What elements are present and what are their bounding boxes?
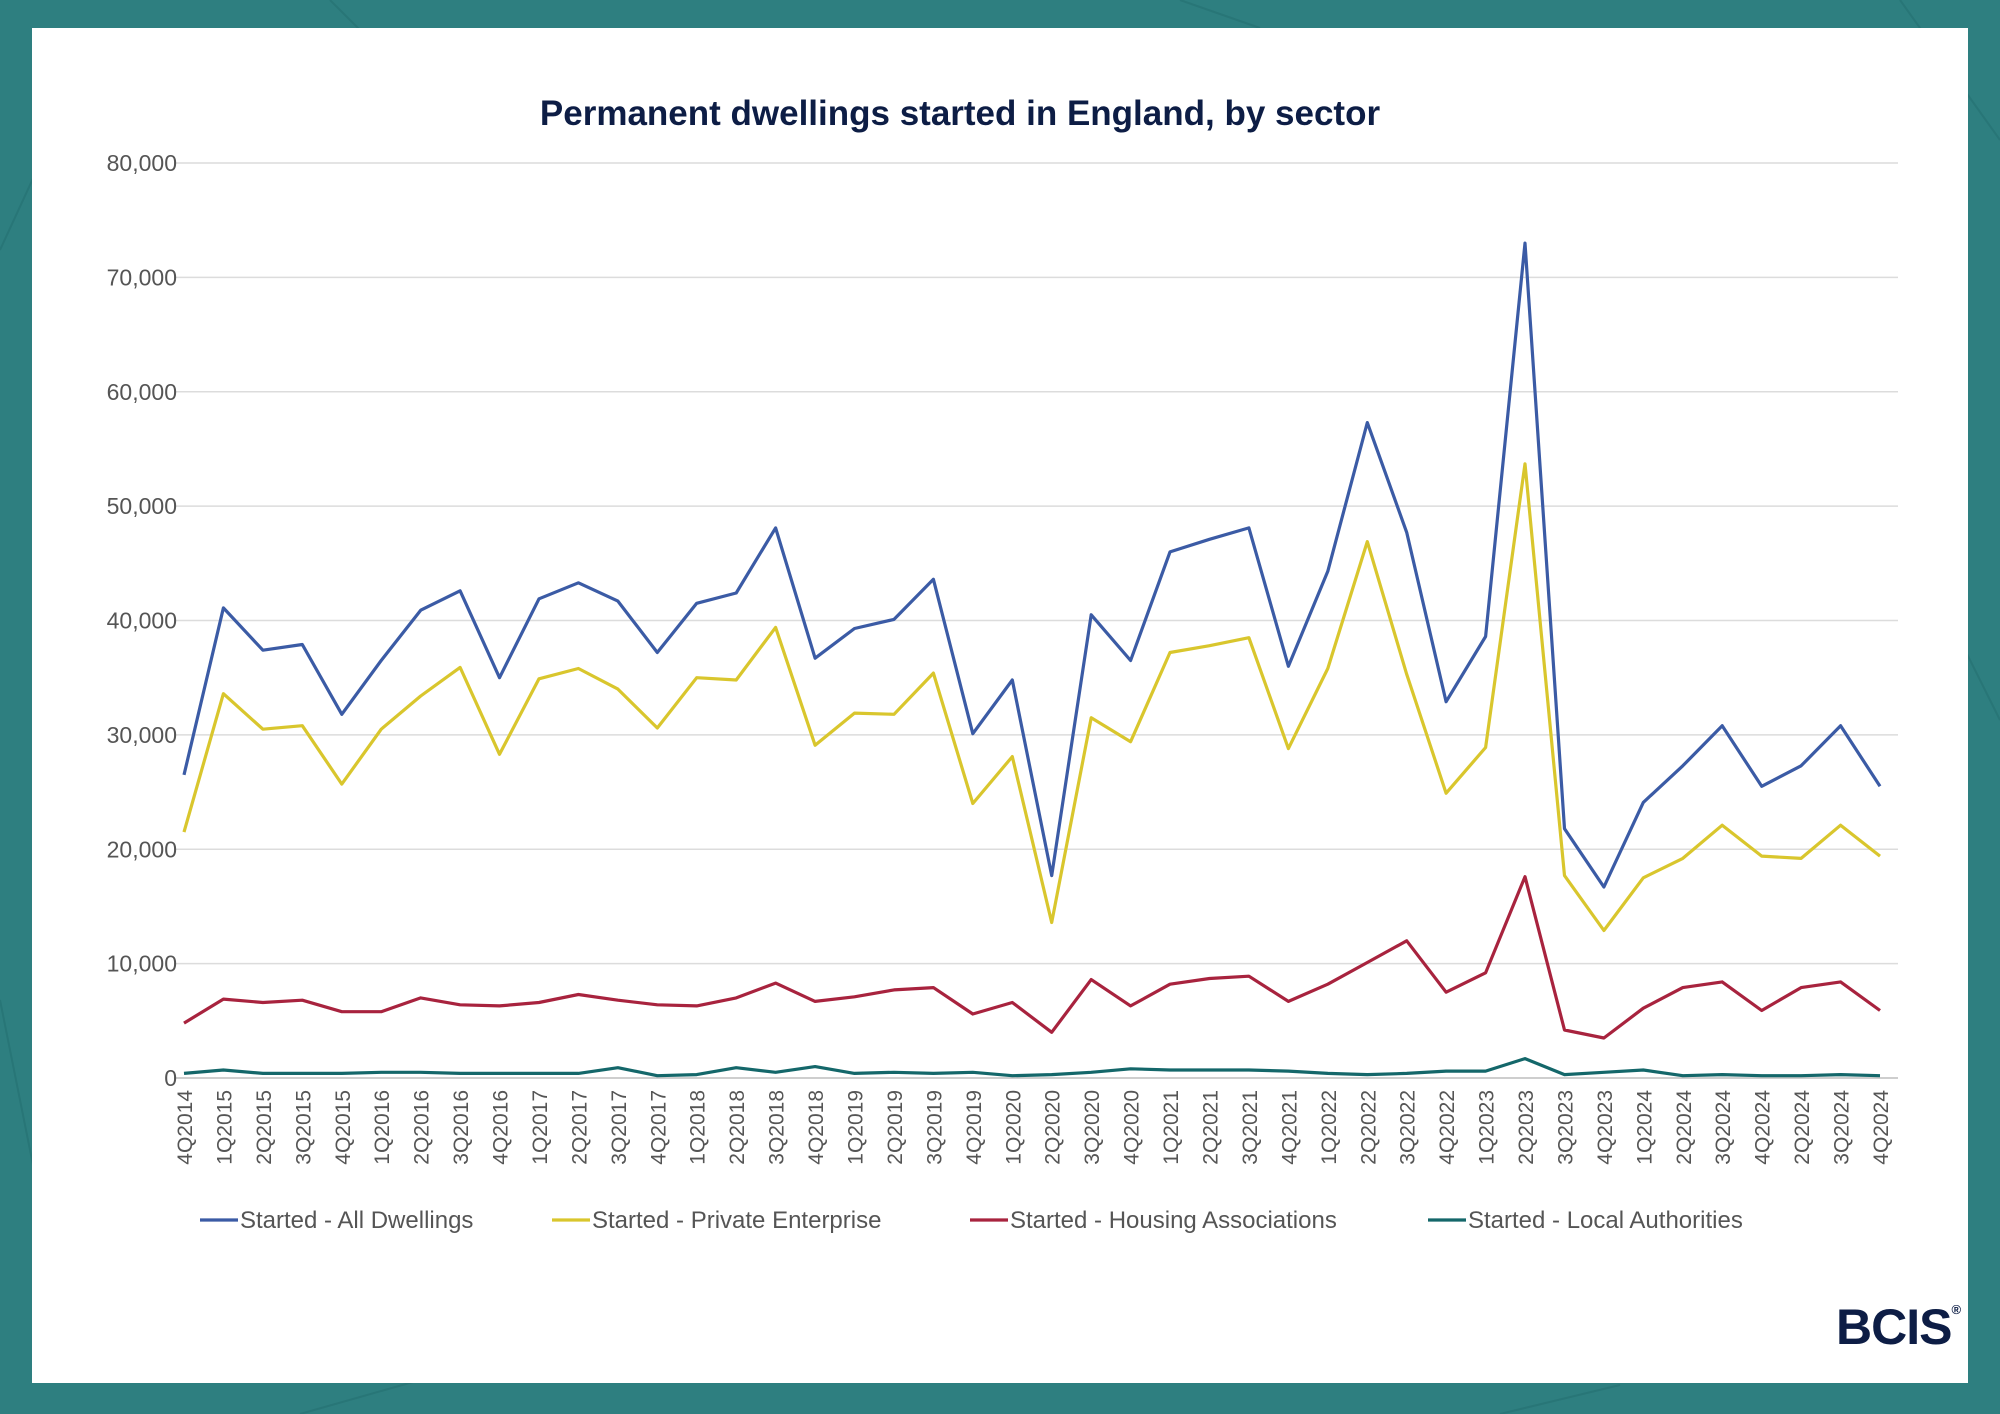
x-tick-label: 3Q2021 [1239, 1090, 1262, 1165]
y-tick-label: 30,000 [107, 722, 177, 748]
x-tick-label: 4Q2017 [647, 1090, 670, 1165]
series-lines [182, 241, 1882, 1078]
x-tick-label: 4Q2021 [1278, 1090, 1301, 1165]
x-tick-label: 4Q2014 [174, 1090, 197, 1165]
series-line-started-local-authorities [183, 1056, 1881, 1078]
x-tick-label: 3Q2024 [1831, 1090, 1854, 1165]
x-tick-label: 1Q2018 [687, 1090, 710, 1165]
x-tick-label: 4Q2018 [805, 1090, 828, 1165]
legend-label: Started - All Dwellings [240, 1207, 473, 1234]
chart-title: Permanent dwellings started in England, … [540, 94, 1381, 133]
y-tick-label: 40,000 [107, 608, 177, 634]
x-tick-label: 1Q2017 [529, 1090, 552, 1165]
x-tick-label: 3Q2022 [1397, 1090, 1420, 1165]
x-tick-label: 2Q2024 [1791, 1090, 1814, 1165]
x-tick-label: 2Q2018 [726, 1090, 749, 1165]
chart-card: Permanent dwellings started in England, … [32, 28, 1968, 1383]
y-tick-label: 60,000 [107, 379, 177, 405]
x-tick-label: 3Q2015 [292, 1090, 315, 1165]
x-tick-label: 4Q2022 [1436, 1090, 1459, 1165]
x-tick-label: 2Q2019 [884, 1090, 907, 1165]
x-tick-label: 1Q2023 [1476, 1090, 1499, 1165]
x-tick-label: 1Q2024 [1633, 1090, 1656, 1165]
x-tick-label: 3Q2023 [1554, 1090, 1577, 1165]
x-tick-label: 1Q2019 [845, 1090, 868, 1165]
x-tick-label: 4Q2024 [1870, 1090, 1893, 1165]
x-tick-label: 2Q2024 [1673, 1090, 1696, 1165]
series-line-started-housing-associations [183, 875, 1881, 1040]
y-tick-label: 0 [164, 1065, 177, 1091]
y-tick-label: 50,000 [107, 493, 177, 519]
y-tick-label: 70,000 [107, 264, 177, 290]
registered-mark: ® [1951, 1302, 1962, 1317]
logo-text: BCIS [1836, 1299, 1952, 1355]
x-tick-label: 1Q2016 [371, 1090, 394, 1165]
line-chart: Permanent dwellings started in England, … [107, 94, 1898, 1234]
x-tick-label: 4Q2020 [1121, 1090, 1144, 1165]
y-tick-label: 80,000 [107, 150, 177, 176]
x-axis-ticks: 4Q2014 1Q2015 2Q2015 3Q2015 4Q2015 1Q2016 2Q20… [174, 1090, 1893, 1165]
gridlines [174, 162, 1898, 1079]
x-tick-label: 3Q2024 [1712, 1090, 1735, 1165]
x-tick-label: 3Q2016 [450, 1090, 473, 1165]
legend-label: Started - Housing Associations [1010, 1207, 1337, 1234]
y-axis-ticks: 0 10,000 20,000 30,000 40,000 50,000 60,000 70,… [107, 150, 177, 1091]
series-line-started-private-enterprise [182, 462, 1881, 933]
x-tick-label: 4Q2024 [1752, 1090, 1775, 1165]
x-tick-label: 2Q2020 [1042, 1090, 1065, 1165]
y-tick-label: 10,000 [107, 951, 177, 977]
x-tick-label: 2Q2021 [1199, 1090, 1222, 1165]
x-tick-label: 1Q2022 [1318, 1090, 1341, 1165]
legend: Started - All Dwellings Started - Private… [200, 1207, 1743, 1234]
x-tick-label: 3Q2017 [608, 1090, 631, 1165]
x-tick-label: 3Q2020 [1081, 1090, 1104, 1165]
x-tick-label: 3Q2018 [766, 1090, 789, 1165]
x-tick-label: 4Q2016 [490, 1090, 513, 1165]
y-tick-label: 20,000 [107, 836, 177, 862]
x-tick-label: 2Q2015 [253, 1090, 276, 1165]
x-tick-label: 3Q2019 [923, 1090, 946, 1165]
legend-label: Started - Private Enterprise [592, 1207, 881, 1234]
bcis-logo: BCIS® [1836, 1298, 1961, 1356]
x-tick-label: 1Q2015 [213, 1090, 236, 1165]
series-line-started-all-dwellings [182, 241, 1882, 889]
x-tick-label: 2Q2023 [1515, 1090, 1538, 1165]
legend-label: Started - Local Authorities [1468, 1207, 1743, 1234]
x-tick-label: 4Q2023 [1594, 1090, 1617, 1165]
x-tick-label: 4Q2015 [332, 1090, 355, 1165]
x-tick-label: 2Q2016 [411, 1090, 434, 1165]
x-tick-label: 2Q2022 [1357, 1090, 1380, 1165]
x-tick-label: 2Q2017 [568, 1090, 591, 1165]
x-tick-label: 4Q2019 [963, 1090, 986, 1165]
x-tick-label: 1Q2021 [1160, 1090, 1183, 1165]
x-tick-label: 1Q2020 [1002, 1090, 1025, 1165]
